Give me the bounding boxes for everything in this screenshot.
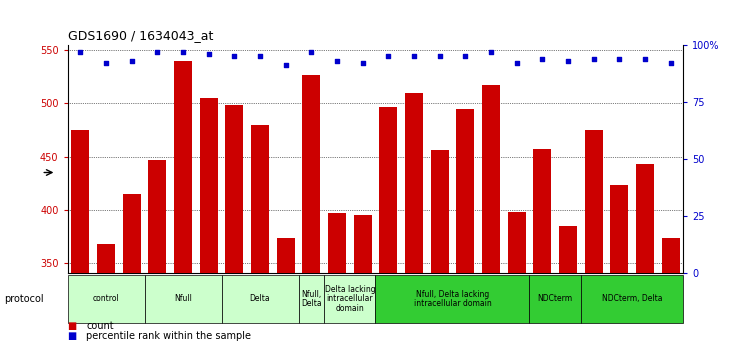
Point — [228, 53, 240, 59]
Text: Delta lacking
intracellular
domain: Delta lacking intracellular domain — [324, 285, 376, 313]
Bar — [584, 130, 602, 345]
FancyBboxPatch shape — [222, 275, 299, 323]
Bar — [405, 93, 423, 345]
Text: count: count — [86, 321, 114, 331]
FancyBboxPatch shape — [529, 275, 581, 323]
Bar — [457, 109, 475, 345]
Text: NDCterm, Delta: NDCterm, Delta — [602, 294, 662, 303]
Text: Nfull: Nfull — [174, 294, 192, 303]
Bar — [328, 213, 346, 345]
Bar — [303, 75, 321, 345]
Text: NDCterm: NDCterm — [538, 294, 573, 303]
Bar — [636, 164, 654, 345]
Point — [562, 58, 574, 63]
Point — [639, 56, 651, 61]
Point — [357, 60, 369, 66]
Point — [511, 60, 523, 66]
Point — [254, 53, 266, 59]
Bar — [662, 238, 680, 345]
Bar — [251, 125, 269, 345]
Point — [614, 56, 626, 61]
Text: Nfull,
Delta: Nfull, Delta — [301, 289, 321, 308]
FancyBboxPatch shape — [376, 275, 529, 323]
Point — [665, 60, 677, 66]
Bar — [149, 160, 167, 345]
Bar — [508, 212, 526, 345]
Point — [100, 60, 112, 66]
Text: Delta: Delta — [250, 294, 270, 303]
Bar — [225, 106, 243, 345]
Text: GDS1690 / 1634043_at: GDS1690 / 1634043_at — [68, 29, 213, 42]
Point — [125, 58, 137, 63]
Bar — [276, 238, 294, 345]
Bar — [379, 107, 397, 345]
FancyBboxPatch shape — [299, 275, 324, 323]
Text: ■: ■ — [68, 321, 77, 331]
Bar — [174, 61, 192, 345]
Point — [433, 53, 445, 59]
Text: protocol: protocol — [4, 294, 44, 304]
Point — [536, 56, 548, 61]
Point — [74, 49, 86, 55]
FancyBboxPatch shape — [324, 275, 376, 323]
Point — [279, 63, 291, 68]
Point — [460, 53, 472, 59]
Bar — [200, 98, 218, 345]
Point — [408, 53, 420, 59]
FancyBboxPatch shape — [68, 275, 144, 323]
FancyBboxPatch shape — [581, 275, 683, 323]
Point — [587, 56, 599, 61]
Point — [152, 49, 164, 55]
Text: ■: ■ — [68, 332, 77, 341]
Bar — [122, 194, 140, 345]
Bar — [354, 215, 372, 345]
Bar — [430, 150, 448, 345]
Bar — [482, 85, 500, 345]
Point — [485, 49, 497, 55]
Bar — [533, 149, 551, 345]
Point — [203, 51, 215, 57]
Bar — [611, 185, 629, 345]
Point — [382, 53, 394, 59]
Point — [306, 49, 318, 55]
Bar — [97, 244, 115, 345]
Bar — [71, 130, 89, 345]
Text: control: control — [92, 294, 119, 303]
Bar — [559, 226, 577, 345]
FancyBboxPatch shape — [144, 275, 222, 323]
Text: Nfull, Delta lacking
intracellular domain: Nfull, Delta lacking intracellular domai… — [414, 289, 491, 308]
Point — [331, 58, 343, 63]
Text: percentile rank within the sample: percentile rank within the sample — [86, 332, 252, 341]
Point — [177, 49, 189, 55]
